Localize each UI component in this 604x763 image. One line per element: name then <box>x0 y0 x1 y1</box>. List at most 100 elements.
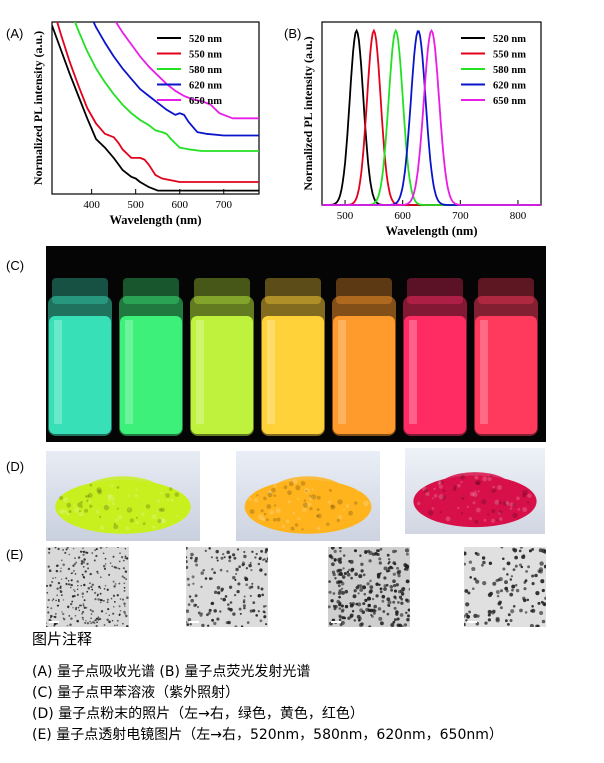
powder-grain <box>302 505 305 508</box>
tem-particle <box>377 607 382 611</box>
tem-particle <box>338 595 341 599</box>
tem-particle <box>83 606 86 609</box>
tem-particle <box>266 557 268 561</box>
powder-grain <box>96 510 100 514</box>
tem-particle <box>106 588 109 591</box>
powder-grain <box>498 510 503 514</box>
powder-grain <box>526 501 530 504</box>
powder-grain <box>135 488 138 491</box>
tem-particle <box>102 552 105 555</box>
tem-particle <box>487 609 492 614</box>
tem-particle <box>353 619 357 622</box>
tem-particle <box>487 613 491 617</box>
tem-particle <box>216 559 219 562</box>
tem-particle <box>361 610 366 614</box>
tem-particle <box>358 574 363 579</box>
tem-particle <box>358 584 363 588</box>
tem-particle <box>350 576 353 580</box>
tem-particle <box>124 555 127 558</box>
tem-particle <box>81 595 84 598</box>
powder-grain <box>477 490 480 493</box>
tem-particle <box>60 559 63 562</box>
tem-particle <box>93 559 96 562</box>
tem-particle <box>405 552 409 556</box>
tem-particle <box>383 576 387 580</box>
tem-particle <box>222 552 225 556</box>
tem-particle <box>110 597 113 600</box>
powder-grain <box>474 490 477 493</box>
tem-particle <box>54 576 57 579</box>
tem-particle <box>464 589 469 593</box>
tem-particle <box>65 577 68 580</box>
tem-particle <box>518 563 523 567</box>
panel-label-c: (C) <box>6 258 25 273</box>
tem-particle <box>77 556 81 559</box>
tem-particle <box>473 613 478 619</box>
tem-particle <box>202 569 205 572</box>
powder-grain <box>498 500 502 505</box>
tem-particle <box>251 582 254 585</box>
powder-grain <box>516 496 520 501</box>
tem-particle <box>541 548 546 553</box>
tem-particle <box>47 551 51 554</box>
powder-grain <box>477 481 480 485</box>
tem-particle <box>213 621 217 626</box>
tem-particle <box>403 563 408 567</box>
powder-peak <box>435 472 515 510</box>
tem-particle <box>99 601 102 604</box>
tem-particle <box>540 579 545 584</box>
tem-particle <box>73 594 76 598</box>
tem-particle <box>264 548 268 552</box>
tem-particle <box>357 592 360 595</box>
tem-particle <box>220 597 223 600</box>
tem-particle <box>70 586 72 589</box>
powder-grain <box>59 495 64 501</box>
tem-particle <box>379 547 383 551</box>
tem-particle <box>93 622 96 624</box>
tem-particle <box>105 547 108 548</box>
tem-particle <box>89 572 92 576</box>
tem-particle <box>124 557 127 560</box>
powder-grain <box>496 519 499 522</box>
tem-particle <box>349 613 354 618</box>
tem-particle <box>112 555 115 558</box>
tem-particle <box>398 623 403 627</box>
x-tick-label: 800 <box>510 210 527 222</box>
tem-particle <box>81 612 84 615</box>
tem-particle <box>103 588 106 590</box>
vial-liquid <box>191 316 253 434</box>
powder-grain <box>175 514 178 518</box>
powder-grain <box>416 501 421 506</box>
powder-grain <box>316 508 320 512</box>
tem-particle <box>81 610 85 614</box>
powder-grain <box>487 476 492 481</box>
tem-particle <box>57 547 60 551</box>
tem-particle <box>50 607 53 610</box>
x-tick-label: 600 <box>394 210 411 222</box>
powder-grain <box>126 507 133 513</box>
tem-particle <box>531 582 535 586</box>
tem-particle <box>374 609 377 612</box>
tem-particle <box>379 621 384 626</box>
tem-particle <box>67 583 70 585</box>
tem-particle <box>488 561 493 565</box>
tem-particle <box>103 567 107 570</box>
tem-particle <box>73 562 77 566</box>
tem-particle <box>90 622 92 624</box>
tem-particle <box>209 577 212 581</box>
powder-grain <box>460 481 463 484</box>
legend-label: 580 nm <box>493 65 526 76</box>
tem-particle <box>118 614 121 617</box>
tem-particle <box>84 621 87 624</box>
powder-grain <box>342 508 346 511</box>
powder-grain <box>115 528 118 531</box>
powder-grain <box>487 513 490 516</box>
tem-particle <box>86 551 88 554</box>
tem-particle <box>338 618 342 622</box>
tem-particle <box>340 587 344 590</box>
tem-particle <box>514 564 518 568</box>
tem-particle <box>538 569 543 574</box>
caption-line-4: (E) 量子点透射电镜图片（左→右，520nm，580nm，620nm，650n… <box>32 727 503 743</box>
tem-particle <box>204 549 207 552</box>
powder-grain <box>492 485 495 489</box>
